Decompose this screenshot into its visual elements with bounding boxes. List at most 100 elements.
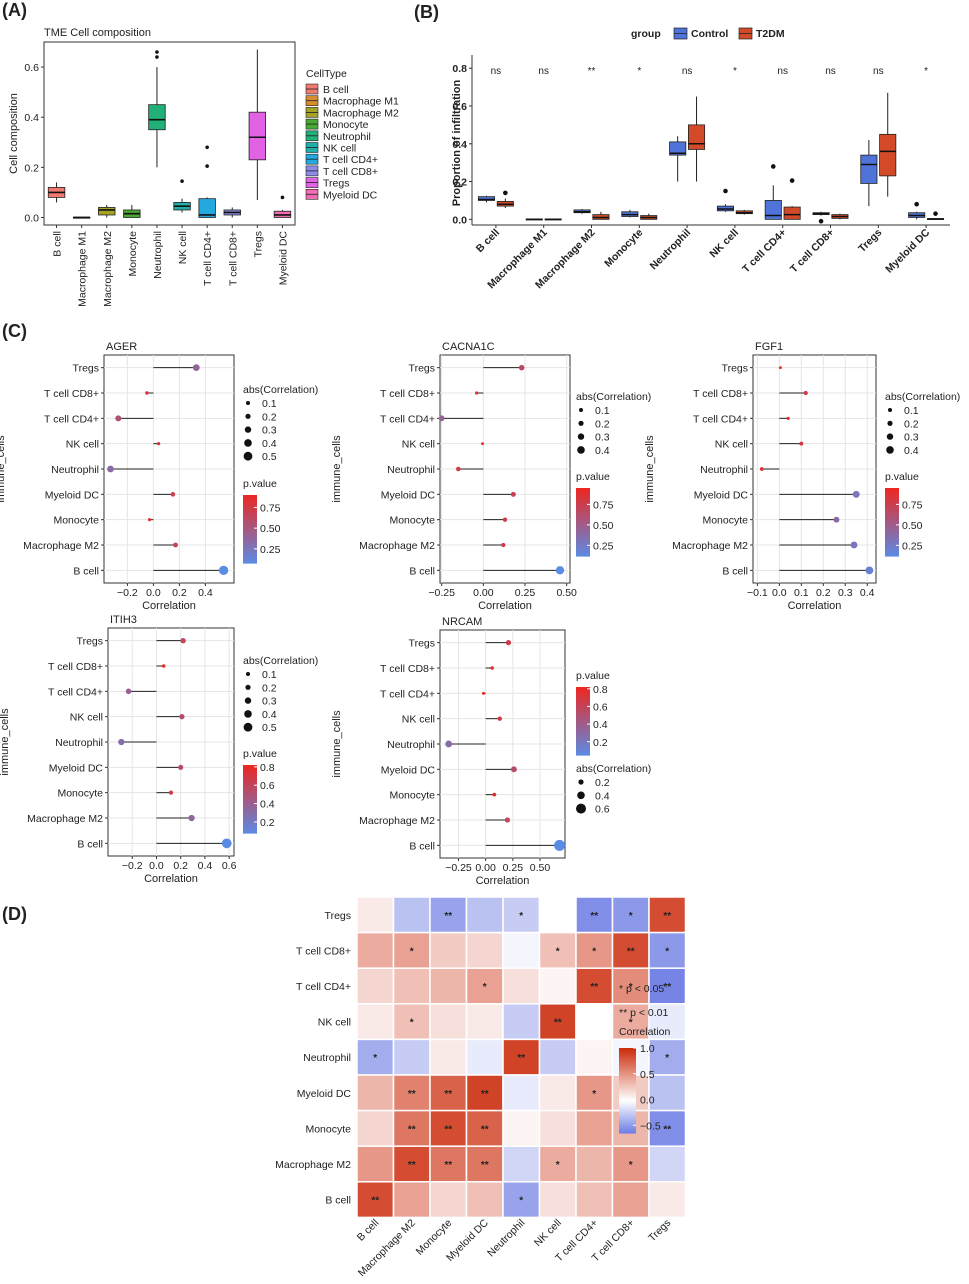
size-legend-label: 0.1	[595, 405, 610, 417]
heatmap-legend-band	[619, 1107, 636, 1111]
chart-c-cacna1c: CACNA1C −0.25 0.00 0.25 0.50 Correlation immun…	[331, 341, 651, 612]
heatmap-star: **	[663, 982, 671, 993]
heatmap-legend-band	[619, 1079, 636, 1083]
heatmap-cell-macrophage-m2-nk-cell	[538, 1145, 577, 1183]
significance-t-cell-cd8: ns	[825, 66, 836, 77]
heatmap-legend-band	[619, 1096, 636, 1100]
lollipop-cacna1c-monocyte-dot	[502, 517, 508, 522]
color-legend-band	[576, 698, 590, 702]
row-label-macrophage-m2: Macrophage M2	[275, 1159, 351, 1171]
color-legend-band	[576, 711, 590, 715]
heatmap-legend-band	[619, 1103, 636, 1106]
heatmap-cell-t-cell-cd8-b-cell	[356, 931, 395, 969]
lollipop-itih3-t-cell-cd8-dot	[161, 664, 166, 668]
heatmap-star: **	[481, 1089, 489, 1100]
color-legend-label: 0.4	[260, 799, 275, 811]
y-tick-label: T cell CD8+	[380, 388, 435, 400]
x-tick-label: 0.00	[475, 862, 496, 874]
color-legend-band	[243, 771, 257, 775]
heatmap-star: *	[665, 1053, 669, 1064]
y-tick-label: T cell CD4+	[380, 688, 435, 700]
x-tick-label: 0.0	[149, 860, 164, 872]
heatmap-star: **	[481, 1160, 489, 1171]
heatmap-legend-band	[619, 1105, 636, 1109]
heatmap-legend-band	[619, 1060, 636, 1064]
heatmap-legend-band	[619, 1062, 636, 1066]
heatmap-cell-tregs-neutrophil	[502, 896, 541, 934]
x-tick-label: −0.25	[445, 862, 472, 874]
color-legend-band	[243, 560, 257, 564]
panel-label-c: (C)	[2, 321, 27, 341]
box-b-cell-t2dm-outlier	[503, 190, 508, 196]
color-legend-band	[243, 817, 257, 820]
box-t-cell-cd4-control	[764, 200, 782, 220]
heatmap-cell-t-cell-cd4-b-cell	[356, 967, 395, 1005]
lollipop-itih3-neutrophil-dot	[118, 738, 125, 746]
size-legend-label: 0.5	[262, 722, 277, 734]
x-tick-label: 0.25	[503, 862, 524, 874]
color-legend-band	[243, 497, 257, 501]
color-legend-band	[243, 556, 257, 560]
color-legend-band	[885, 517, 899, 521]
y-axis-label: Cell composition	[8, 93, 20, 174]
significance-nk-cell: *	[733, 66, 737, 77]
size-legend-label: 0.1	[904, 405, 919, 417]
chart-title-nrcam: NRCAM	[442, 616, 482, 628]
heatmap-cell-nk-cell-t-cell-cd4	[575, 1003, 614, 1041]
color-legend-band	[243, 549, 257, 553]
size-legend-label: 0.4	[595, 790, 610, 802]
heatmap-cell-b-cell-t-cell-cd4	[575, 1181, 614, 1219]
color-legend-band	[576, 515, 590, 519]
heatmap-cell-nk-cell-b-cell	[356, 1003, 395, 1041]
chart-title-cacna1c: CACNA1C	[442, 341, 495, 353]
heatmap-legend-band	[619, 1071, 636, 1075]
lollipop-cacna1c-myeloid-dc-dot	[510, 491, 516, 497]
color-legend-band	[243, 542, 257, 546]
color-legend-band	[243, 553, 257, 557]
color-legend-band	[243, 765, 257, 768]
heatmap-legend-band	[619, 1090, 636, 1094]
box-neutrophil-t2dm	[688, 124, 706, 150]
panel-label-a: (A)	[2, 0, 27, 20]
lollipop-fgf1-t-cell-cd4-dot	[786, 416, 790, 420]
color-legend-band	[885, 508, 899, 512]
size-legend-label: 0.4	[595, 445, 610, 457]
box-t-cell-cd4-control-outlier	[770, 164, 776, 169]
heatmap-cell-b-cell-t-cell-cd8	[611, 1181, 650, 1219]
color-legend-band	[576, 745, 590, 749]
significance-myeloid-dc: *	[924, 66, 928, 77]
size-legend-dot	[579, 408, 583, 412]
heatmap-cell-monocyte-b-cell	[356, 1109, 395, 1147]
significance-neutrophil: ns	[682, 66, 693, 77]
color-legend-band	[243, 823, 257, 827]
x-tick-label: 0.50	[530, 862, 551, 874]
heatmap-star: **	[627, 946, 635, 957]
color-legend-band	[243, 828, 257, 832]
color-legend-label: 0.25	[260, 544, 281, 556]
color-legend-band	[243, 769, 257, 773]
color-legend-band	[243, 522, 257, 526]
color-legend-band	[576, 702, 590, 706]
size-legend-label: 0.3	[904, 432, 919, 444]
box-neutrophil-outlier	[155, 50, 159, 54]
x-tick-label: Monocyte	[127, 231, 139, 277]
heatmap-cell-myeloid-dc-t-cell-cd4	[575, 1074, 614, 1112]
y-tick-label: 0.0	[452, 214, 467, 226]
color-legend-label: 0.4	[593, 719, 608, 731]
color-legend-band	[885, 537, 899, 541]
box-myeloid-dc-t2dm-outlier	[933, 211, 938, 216]
significance-macrophage-m1: ns	[538, 66, 549, 77]
heatmap-legend-label: 0.5	[640, 1069, 655, 1081]
size-legend-dot	[246, 672, 250, 676]
color-legend-band	[243, 531, 257, 535]
legend-label-t2dm: T2DM	[756, 28, 785, 40]
lollipop-itih3-tregs-dot	[180, 637, 186, 644]
heatmap-cell-myeloid-dc-macrophage-m2	[392, 1074, 431, 1112]
color-legend-band	[576, 705, 590, 708]
heatmap-cell-neutrophil-nk-cell	[538, 1038, 577, 1076]
lollipop-fgf1-macrophage-m2-dot	[850, 541, 858, 549]
heatmap-legend-band	[619, 1109, 636, 1113]
color-legend-band	[243, 499, 257, 503]
heatmap-star: **	[408, 1124, 416, 1135]
heatmap-cell-t-cell-cd8-monocyte	[429, 931, 468, 969]
